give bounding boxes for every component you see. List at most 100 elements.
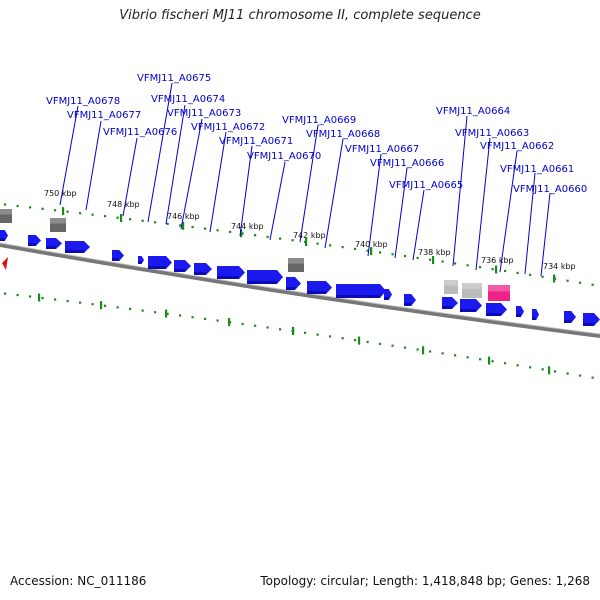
track-dot	[416, 348, 419, 351]
gene-arrow-shadow	[138, 261, 142, 264]
rna-feature	[0, 209, 12, 223]
callout-line	[239, 145, 253, 237]
track-dot	[366, 340, 369, 344]
gene-label: VFMJ11_A0677	[67, 110, 141, 121]
kbp-label: 748 kbp	[107, 200, 140, 209]
gene-label: VFMJ11_A0668	[306, 129, 380, 140]
track-dot	[179, 224, 182, 227]
callout-line	[85, 120, 102, 211]
track-dot	[104, 304, 107, 307]
track-dot	[354, 338, 357, 342]
gene-arrow	[336, 284, 386, 298]
track-dot	[29, 206, 32, 209]
major-tick	[370, 247, 373, 256]
gene-label: VFMJ11_A0667	[345, 144, 419, 155]
track-dot	[304, 331, 307, 334]
track-dot	[41, 296, 44, 300]
major-tick	[495, 265, 498, 274]
major-tick	[548, 366, 551, 375]
kbp-label: 738 kbp	[418, 248, 451, 257]
track-dot	[379, 342, 382, 345]
track-dot	[191, 225, 194, 229]
gene-label: VFMJ11_A0672	[191, 122, 265, 133]
track-dot	[66, 300, 69, 303]
callout-line	[394, 167, 408, 259]
feature-gloss	[462, 283, 482, 289]
track-dot	[129, 307, 132, 311]
backbone-highlight	[0, 242, 600, 335]
gene-label: VFMJ11_A0669	[282, 115, 356, 126]
feature-gloss	[488, 285, 510, 292]
gene-arrow-shadow	[174, 269, 185, 272]
track-dot	[266, 235, 269, 238]
gene-arrow-shadow	[217, 276, 239, 279]
track-dot	[91, 303, 94, 306]
track-dot	[566, 279, 569, 282]
gene-arrow-shadow	[247, 281, 277, 284]
track-dot	[479, 266, 482, 269]
callout-line	[299, 124, 319, 243]
track-dot	[404, 254, 407, 258]
track-dot	[79, 212, 82, 215]
gene-callouts: VFMJ11_A0675 VFMJ11_A0678 VFMJ11_A0674 VFMJ…	[46, 73, 587, 277]
callout-line	[524, 172, 536, 275]
track-dot	[29, 295, 32, 298]
track-dot	[366, 249, 369, 252]
gene-arrow	[286, 277, 301, 290]
gene-arrow-shadow	[384, 297, 389, 300]
gene-label: VFMJ11_A0662	[480, 141, 554, 152]
gene-arrow-shadow	[0, 238, 5, 241]
track-dot	[79, 301, 82, 304]
track-dot	[591, 283, 594, 286]
major-tick	[182, 221, 185, 230]
track-dot	[479, 358, 482, 361]
track-dot	[254, 324, 257, 327]
gene-arrow	[307, 281, 332, 294]
gene-label: VFMJ11_A0661	[500, 164, 574, 175]
major-tick	[120, 214, 123, 223]
gene-label: VFMJ11_A0671	[219, 136, 293, 147]
track-dot	[4, 292, 7, 295]
track-dot	[154, 221, 157, 224]
callout-line	[165, 104, 186, 225]
gene-label: VFMJ11_A0674	[151, 94, 225, 105]
track-dot	[66, 210, 69, 213]
gene-label: VFMJ11_A0665	[389, 180, 463, 191]
track-dot	[16, 293, 19, 297]
gene-arrow-shadow	[442, 306, 452, 309]
track-dot	[4, 203, 7, 206]
callout-line	[540, 192, 551, 277]
feature-gloss	[444, 280, 458, 286]
callout-line	[324, 138, 344, 249]
origin-marker-icon	[2, 257, 8, 270]
track-dot	[316, 333, 319, 336]
gene-arrow	[583, 313, 600, 326]
track-dot	[354, 247, 357, 251]
callout-line	[59, 105, 79, 206]
track-dot	[591, 376, 594, 379]
gene-arrow-shadow	[532, 317, 537, 320]
track-dot	[54, 209, 57, 212]
highlighted-feature	[488, 285, 510, 301]
gene-arrow-shadow	[194, 272, 206, 275]
gene-arrow-shadow	[336, 295, 380, 298]
track-dot	[416, 256, 419, 259]
gene-label: VFMJ11_A0678	[46, 96, 120, 107]
kbp-label: 746 kbp	[167, 212, 200, 221]
track-dot	[266, 326, 269, 329]
track-dot	[516, 271, 519, 275]
track-dot	[579, 281, 582, 284]
gene-arrow-shadow	[28, 243, 36, 246]
callout-line	[269, 161, 286, 241]
major-tick	[100, 301, 103, 310]
track-dot	[541, 368, 544, 371]
gene-label: VFMJ11_A0660	[513, 184, 587, 195]
feature-gloss	[50, 218, 66, 224]
inner-tick-track	[4, 292, 594, 379]
track-dot	[554, 370, 557, 373]
callout-line	[452, 115, 468, 267]
map-title: Vibrio fischeri MJ11 chromosome II, comp…	[119, 8, 481, 23]
gene-label: VFMJ11_A0666	[370, 158, 444, 169]
